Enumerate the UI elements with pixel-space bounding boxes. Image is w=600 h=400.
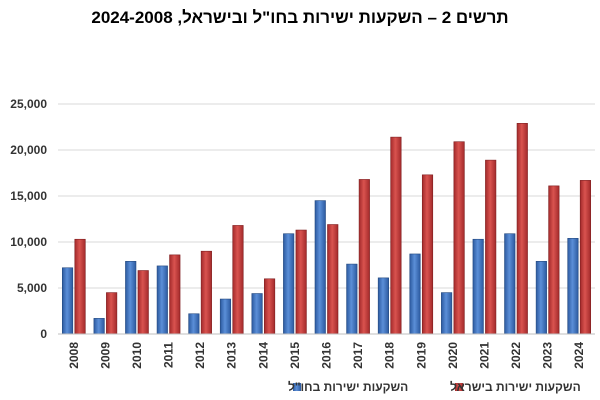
bar-israel (232, 225, 244, 335)
y-tick-label: 20,000 (10, 143, 47, 157)
y-tick-label: 15,000 (10, 189, 47, 203)
x-tick-label: 2019 (414, 342, 428, 369)
x-tick-label: 2020 (446, 342, 460, 369)
y-tick-label: 5,000 (17, 281, 47, 295)
bar-abroad (219, 298, 232, 335)
x-tick-label: 2010 (130, 342, 144, 369)
bar-israel (106, 292, 118, 335)
x-tick-label: 2011 (162, 342, 176, 368)
bar-israel (169, 254, 181, 335)
bar-abroad (314, 200, 326, 335)
bar-israel (390, 136, 402, 335)
bar-abroad (441, 292, 453, 335)
bar-abroad (93, 318, 105, 335)
bar-abroad (61, 267, 74, 335)
bar-abroad (567, 238, 579, 335)
bar-israel (358, 179, 370, 335)
x-tick-label: 2017 (351, 342, 365, 369)
bar-israel (548, 185, 560, 335)
bar-abroad (251, 293, 263, 335)
bar-israel (295, 229, 307, 335)
bar-israel (264, 278, 276, 335)
y-axis-ticks: 0 5,000 10,000 15,000 20,000 25,000 (10, 97, 47, 341)
bars (61, 123, 592, 335)
legend-label: השקעות ישירות בישראל (450, 380, 581, 394)
x-tick-label: 2022 (509, 342, 523, 369)
bar-israel (453, 141, 465, 335)
bar-abroad (504, 233, 516, 335)
x-tick-label: 2009 (98, 342, 112, 369)
bar-israel (327, 224, 339, 335)
bar-israel (421, 174, 434, 335)
x-tick-label: 2018 (383, 342, 397, 369)
x-tick-label: 2023 (541, 342, 555, 369)
x-tick-label: 2008 (67, 342, 81, 369)
y-tick-label: 0 (40, 327, 47, 341)
bar-abroad (188, 313, 200, 335)
bar-abroad (409, 253, 421, 335)
bar-abroad (377, 277, 389, 335)
bar-abroad (472, 238, 484, 335)
bar-israel (579, 180, 592, 335)
bar-israel (516, 123, 528, 335)
legend-swatch (455, 383, 463, 391)
legend-swatch (293, 383, 301, 391)
x-tick-label: 2014 (256, 342, 270, 369)
x-axis-ticks: 2008 2009 2010 2011 2012 2013 2014 2015 2016 2017… (67, 342, 586, 369)
x-tick-label: 2016 (320, 342, 334, 369)
y-tick-label: 25,000 (10, 97, 47, 111)
x-tick-label: 2012 (193, 342, 207, 369)
bar-israel (200, 250, 212, 335)
bar-israel (74, 238, 86, 335)
x-tick-label: 2013 (225, 342, 239, 369)
bar-israel (137, 270, 149, 335)
legend: השקעות ישירות בישראל השקעות ישירות בחו"ל (288, 380, 581, 394)
chart-title: תרשים 2 – השקעות ישירות בחו"ל ובישראל, 2… (91, 8, 509, 27)
x-tick-label: 2021 (477, 342, 491, 369)
bar-abroad (535, 261, 547, 335)
bar-abroad (125, 261, 137, 335)
x-tick-label: 2024 (572, 342, 586, 369)
x-tick-label: 2015 (288, 342, 302, 369)
bar-abroad (283, 233, 295, 335)
y-tick-label: 10,000 (10, 235, 47, 249)
legend-label: השקעות ישירות בחו"ל (288, 380, 408, 394)
bar-israel (485, 159, 497, 335)
bar-abroad (346, 263, 358, 335)
bar-abroad (156, 265, 168, 335)
